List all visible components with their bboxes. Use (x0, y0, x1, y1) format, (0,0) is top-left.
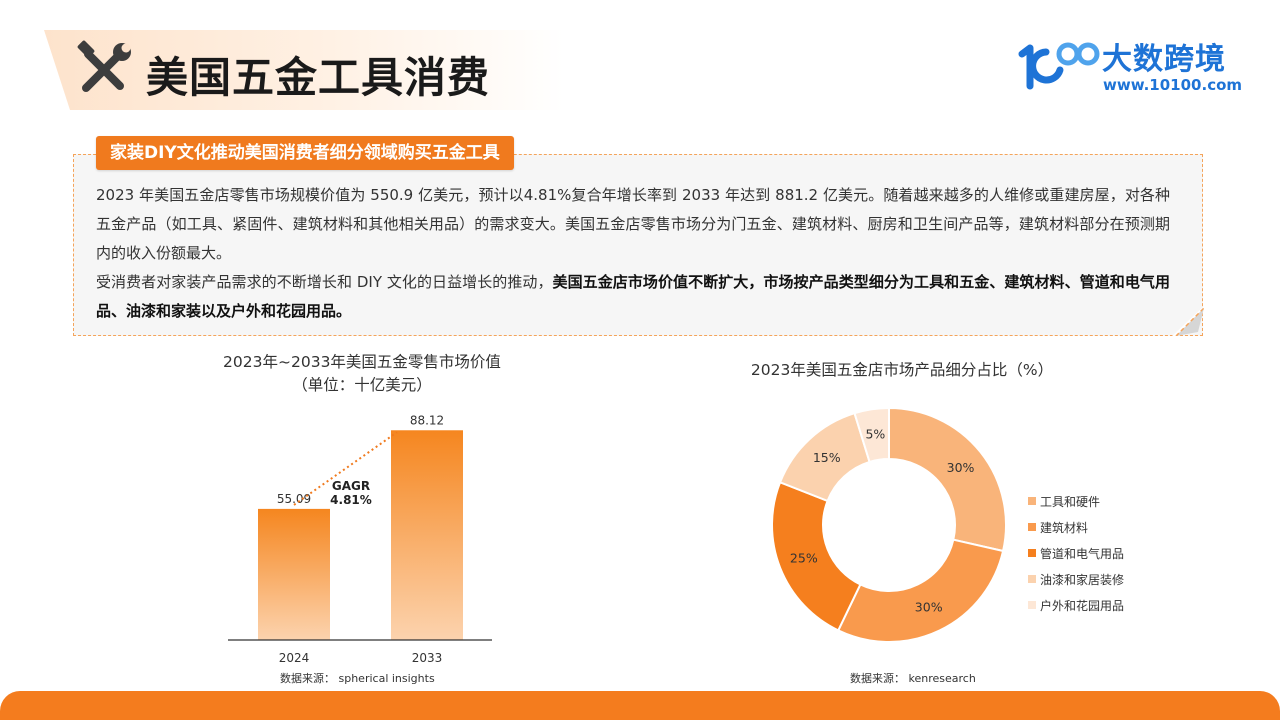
summary-panel (73, 154, 1203, 336)
bar-value-label: 55.09 (277, 492, 311, 506)
donut-chart-title: 2023年美国五金店市场产品细分占比（%） (750, 361, 1054, 379)
donut-slice-2 (836, 538, 1005, 644)
slice-value-label: 30% (947, 460, 975, 475)
panel-heading-tag: 家装DIY文化推动美国消费者细分领域购买五金工具 (96, 136, 514, 170)
page-title: 美国五金工具消费 (146, 53, 491, 102)
slice-value-label: 25% (790, 550, 818, 565)
legend-swatch (1028, 497, 1036, 505)
donut-slice-4 (778, 411, 871, 503)
paragraph-1: 2023 年美国五金店零售市场规模价值为 550.9 亿美元，预计以4.81%复… (96, 186, 1170, 262)
legend-label: 户外和花园用品 (1040, 598, 1125, 613)
bar-2024 (258, 508, 330, 640)
legend-swatch (1028, 523, 1036, 531)
cagr-value: 4.81% (330, 493, 372, 507)
legend-item: 管道和电气用品 (1028, 540, 1124, 566)
x-tick-label: 2024 (279, 651, 310, 665)
legend-item: 油漆和家居装修 (1028, 566, 1124, 592)
growth-trend-line (293, 431, 398, 506)
legend-swatch (1028, 575, 1036, 583)
donut-chart-source: 数据来源： kenresearch (850, 672, 976, 685)
legend-label: 工具和硬件 (1040, 494, 1101, 509)
donut-legend: 工具和硬件建筑材料管道和电气用品 油漆和家居装修 户外和花园用品 (1028, 488, 1124, 618)
legend-label: 建筑材料 (1040, 520, 1089, 535)
paragraph-2-plain: 受消费者对家装产品需求的不断增长和 DIY 文化的日益增长的推动， (96, 273, 553, 291)
bar-chart-title: 2023年~2033年美国五金零售市场价值 (223, 353, 501, 371)
bar-2033 (391, 430, 463, 640)
x-tick-label: 2033 (412, 651, 443, 665)
slice-value-label: 5% (865, 427, 885, 442)
bar-chart-source: 数据来源： spherical insights (280, 672, 435, 685)
brand-name: 大数跨境 (1102, 42, 1226, 77)
donut-slice-5 (853, 406, 890, 464)
cagr-label: GAGR (332, 479, 370, 493)
legend-item: 户外和花园用品 (1028, 592, 1124, 618)
donut-slice-3 (771, 480, 862, 632)
slice-value-label: 15% (813, 450, 841, 465)
brand-url[interactable]: www.10100.com (1103, 76, 1243, 94)
legend-swatch (1028, 549, 1036, 557)
title-band (44, 30, 564, 110)
paragraph-2-bold: 美国五金店市场价值不断扩大，市场按产品类型细分为工具和五金、建筑材料、管道和电气… (96, 273, 1170, 320)
legend-item: 建筑材料 (1028, 514, 1124, 540)
paragraph-2: 受消费者对家装产品需求的不断增长和 DIY 文化的日益增长的推动，美国五金店市场… (96, 268, 1170, 326)
panel-body: 2023 年美国五金店零售市场规模价值为 550.9 亿美元，预计以4.81%复… (96, 181, 1170, 326)
legend-swatch (1028, 601, 1036, 609)
legend-label: 油漆和家居装修 (1040, 572, 1125, 587)
10100-logo-icon (1018, 42, 1100, 90)
slice-value-label: 30% (915, 599, 943, 614)
bar-chart-subtitle: （单位：十亿美元） (292, 376, 432, 394)
donut-slice-1 (888, 406, 1008, 553)
footer-bar (0, 691, 1280, 720)
page-fold-decoration (1172, 306, 1204, 336)
bar-value-label: 88.12 (410, 413, 444, 427)
legend-label: 管道和电气用品 (1040, 546, 1125, 561)
tools-icon (77, 40, 131, 92)
legend-item: 工具和硬件 (1028, 488, 1124, 514)
